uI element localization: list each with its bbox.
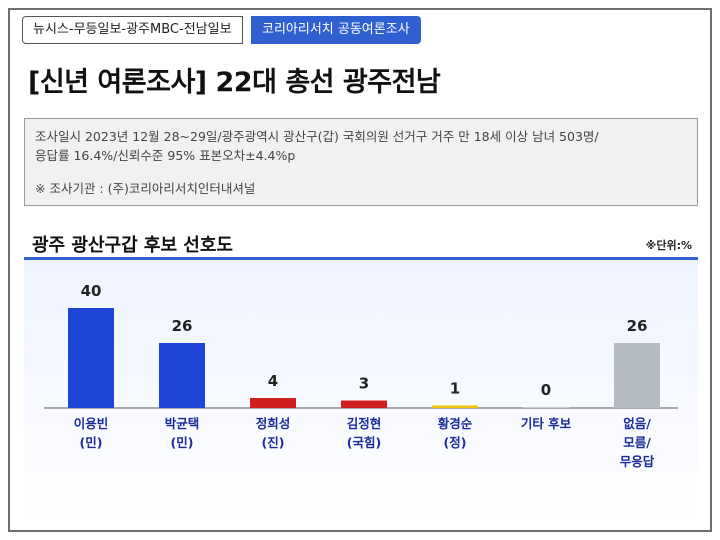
category-label-3-1: (국힘) [347,435,381,450]
category-label-5-0: 기타 후보 [521,416,572,431]
unit-label: ※단위:% [645,239,692,252]
survey-source: ※ 조사기관 : (주)코리아리서치인터내셔널 [35,181,256,196]
value-label-4: 1 [450,380,460,398]
bar-6 [614,343,660,408]
chart-area: 40 이용빈 (민) 26 박균택 (민) 4 정희성 (진) 3 김정현 (국힘) 1 황경순 (정) 0 기… [24,257,698,525]
survey-info-line-1: 조사일시 2023년 12월 28~29일/광주광역시 광산구(갑) 국회의원 … [35,129,599,144]
category-label-3-0: 김정현 [347,416,382,431]
bar-3 [341,400,387,408]
bar-5 [523,407,569,408]
source-tag: 뉴시스-무등일보-광주MBC-전남일보 [22,16,243,44]
category-label-2-1: (진) [262,435,285,450]
category-label-4-0: 황경순 [438,416,473,431]
bar-4 [432,405,478,408]
chart-title: 광주 광산구갑 후보 선호도 [32,235,233,256]
joint-survey-tag: 코리아리서치 공동여론조사 [251,16,421,44]
value-label-0: 40 [81,282,102,300]
bar-1 [159,343,205,408]
category-label-6-2: 무응답 [620,454,655,469]
category-label-1-1: (민) [171,435,194,450]
bar-0 [68,308,114,408]
headline: [신년 여론조사] 22대 총선 광주전남 [28,67,441,98]
category-label-6-0: 없음/ [623,416,651,431]
bar-chart: 40 이용빈 (민) 26 박균택 (민) 4 정희성 (진) 3 김정현 (국힘) 1 황경순 (정) 0 기… [44,282,678,469]
value-label-5: 0 [541,381,551,399]
value-label-1: 26 [172,317,193,335]
value-label-3: 3 [359,375,369,393]
category-label-1-0: 박균택 [165,416,200,431]
category-label-2-0: 정희성 [256,416,291,431]
survey-info-line-2: 응답률 16.4%/신뢰수준 95% 표본오차±4.4%p [35,148,296,163]
value-label-6: 26 [627,317,648,335]
value-label-2: 4 [268,372,278,390]
category-label-0-1: (민) [80,435,103,450]
category-label-0-0: 이용빈 [74,416,109,431]
bar-2 [250,398,296,408]
category-label-4-1: (정) [444,435,467,450]
category-label-6-1: 모름/ [623,435,651,450]
survey-info-box: 조사일시 2023년 12월 28~29일/광주광역시 광산구(갑) 국회의원 … [24,118,698,206]
